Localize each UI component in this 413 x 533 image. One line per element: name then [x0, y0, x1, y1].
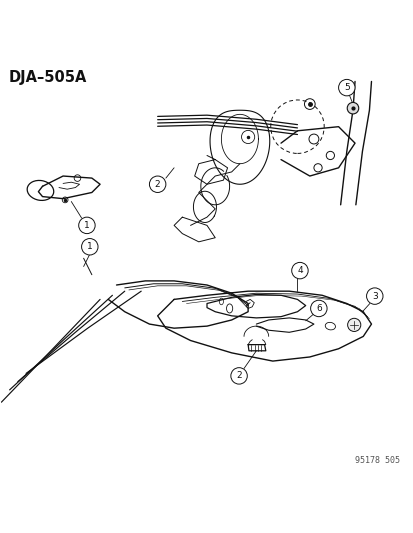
- Text: 1: 1: [84, 221, 90, 230]
- Text: 3: 3: [371, 292, 377, 301]
- Circle shape: [78, 217, 95, 233]
- Circle shape: [338, 79, 354, 96]
- Text: 2: 2: [154, 180, 160, 189]
- Circle shape: [366, 288, 382, 304]
- Circle shape: [81, 239, 98, 255]
- Text: 5: 5: [343, 83, 349, 92]
- Text: DJA–505A: DJA–505A: [9, 70, 87, 85]
- Circle shape: [149, 176, 166, 192]
- Circle shape: [347, 318, 360, 332]
- Circle shape: [291, 262, 307, 279]
- Text: 1: 1: [87, 243, 93, 251]
- Text: 4: 4: [297, 266, 302, 275]
- Text: 2: 2: [236, 372, 241, 381]
- Circle shape: [347, 102, 358, 114]
- Text: 6: 6: [315, 304, 321, 313]
- Text: 95178 505: 95178 505: [354, 456, 399, 465]
- Circle shape: [310, 300, 326, 317]
- Circle shape: [230, 368, 247, 384]
